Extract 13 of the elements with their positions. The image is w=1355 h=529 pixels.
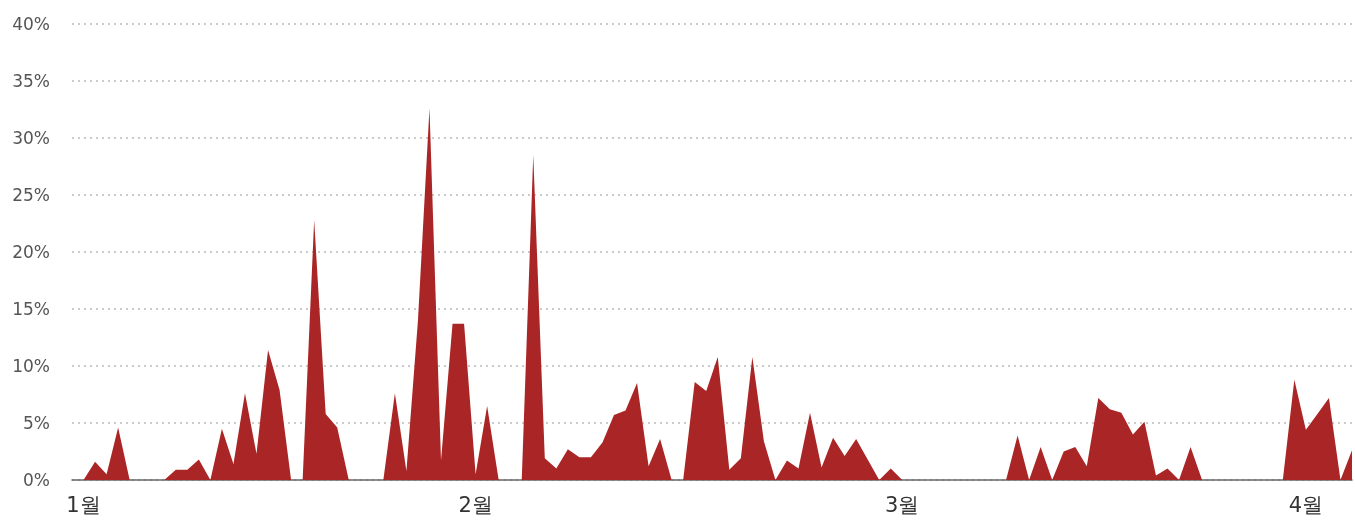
y-tick-label: 25% xyxy=(12,185,50,205)
y-tick-label: 35% xyxy=(12,71,50,91)
x-tick-label: 2월 xyxy=(458,492,493,517)
y-tick-label: 30% xyxy=(12,128,50,148)
x-tick-label: 4월 xyxy=(1288,492,1324,517)
y-tick-label: 15% xyxy=(12,299,50,319)
y-tick-label: 5% xyxy=(23,413,50,433)
x-tick-label: 3월 xyxy=(885,492,920,517)
y-tick-label: 40% xyxy=(12,14,50,34)
x-tick-label: 1월 xyxy=(66,492,101,517)
y-tick-label: 10% xyxy=(12,356,50,376)
y-tick-label: 0% xyxy=(23,470,50,490)
y-tick-label: 20% xyxy=(12,242,50,262)
